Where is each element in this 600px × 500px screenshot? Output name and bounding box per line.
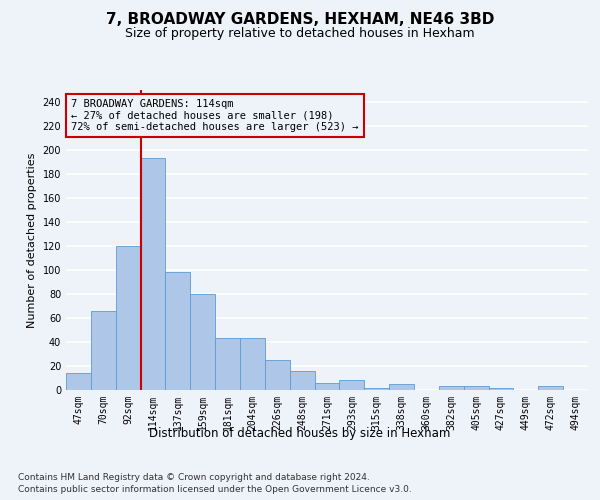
Bar — [464, 386, 488, 390]
Text: Distribution of detached houses by size in Hexham: Distribution of detached houses by size … — [149, 428, 451, 440]
Bar — [91, 311, 116, 390]
Bar — [340, 380, 364, 390]
Text: Size of property relative to detached houses in Hexham: Size of property relative to detached ho… — [125, 28, 475, 40]
Bar — [389, 384, 414, 390]
Bar — [190, 294, 215, 390]
Text: Contains HM Land Registry data © Crown copyright and database right 2024.: Contains HM Land Registry data © Crown c… — [18, 472, 370, 482]
Bar — [140, 158, 166, 390]
Bar — [314, 383, 340, 390]
Text: Contains public sector information licensed under the Open Government Licence v3: Contains public sector information licen… — [18, 485, 412, 494]
Bar — [265, 360, 290, 390]
Bar — [66, 373, 91, 390]
Text: 7 BROADWAY GARDENS: 114sqm
← 27% of detached houses are smaller (198)
72% of sem: 7 BROADWAY GARDENS: 114sqm ← 27% of deta… — [71, 99, 359, 132]
Text: 7, BROADWAY GARDENS, HEXHAM, NE46 3BD: 7, BROADWAY GARDENS, HEXHAM, NE46 3BD — [106, 12, 494, 28]
Bar — [488, 388, 514, 390]
Bar — [116, 246, 140, 390]
Bar — [538, 386, 563, 390]
Bar — [240, 338, 265, 390]
Y-axis label: Number of detached properties: Number of detached properties — [27, 152, 37, 328]
Bar — [439, 386, 464, 390]
Bar — [364, 388, 389, 390]
Bar — [215, 338, 240, 390]
Bar — [166, 272, 190, 390]
Bar — [290, 371, 314, 390]
